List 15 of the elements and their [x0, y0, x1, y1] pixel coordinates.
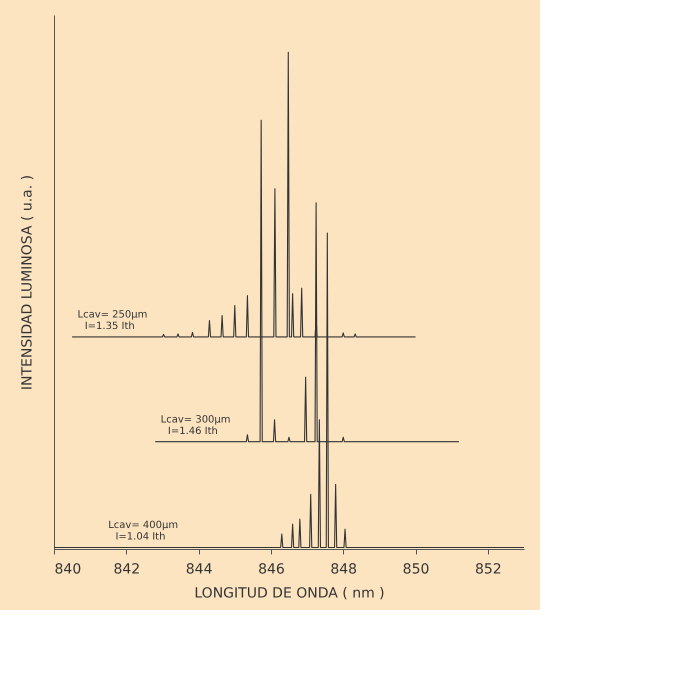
- annotation: I=1.46 Ith: [168, 426, 218, 437]
- x-tick-label: 844: [186, 562, 213, 578]
- annotation: Lcav= 300µm: [160, 414, 231, 426]
- x-tick-label: 846: [258, 562, 285, 578]
- annotation: I=1.04 Ith: [115, 532, 166, 543]
- annotation: Lcav= 250µm: [78, 310, 148, 321]
- y-axis-title: INTENSIDAD LUMINOSA ( u.a. ): [20, 174, 36, 390]
- x-tick-label: 850: [402, 562, 430, 578]
- annotation: I=1.35 Ith: [84, 320, 135, 332]
- x-tick-label: 852: [474, 562, 502, 578]
- x-tick-label: 840: [54, 562, 82, 578]
- x-tick-label: 842: [113, 562, 140, 578]
- x-tick-label: 848: [330, 562, 358, 578]
- x-axis-title: LONGITUD DE ONDA ( nm ): [194, 586, 385, 602]
- annotation: Lcav= 400µm: [108, 520, 178, 532]
